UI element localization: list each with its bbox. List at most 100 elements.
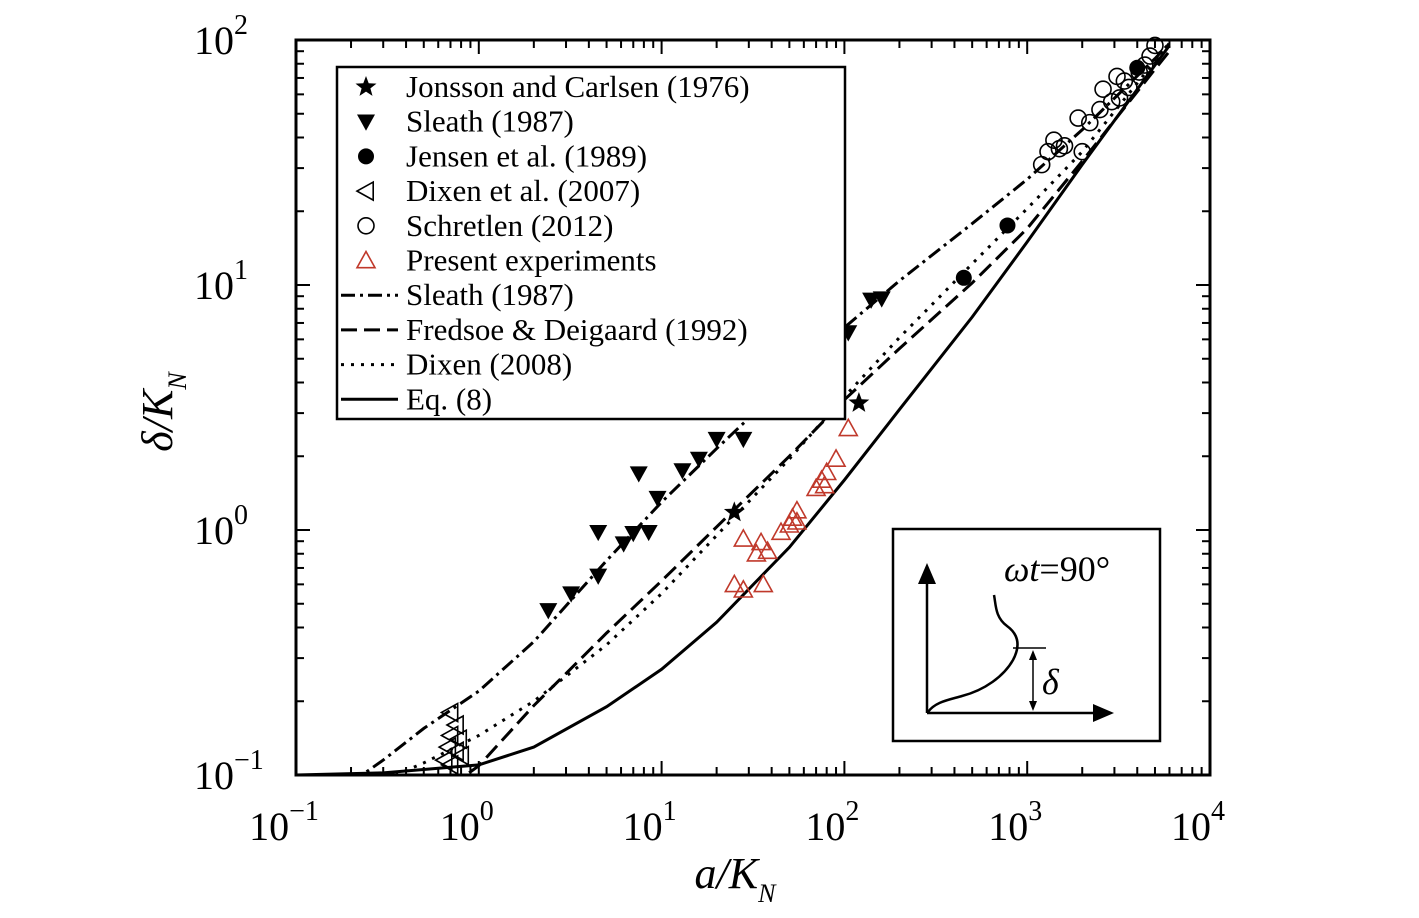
y-tick-label: 10−1 bbox=[194, 745, 264, 798]
data-point bbox=[872, 291, 891, 308]
y-axis-title: δ/KN bbox=[133, 371, 192, 452]
data-point bbox=[837, 417, 859, 437]
data-point bbox=[1080, 113, 1099, 132]
legend-label: Sleath (1987) bbox=[406, 104, 574, 139]
legend: Jonsson and Carlsen (1976)Sleath (1987)J… bbox=[335, 65, 847, 421]
data-point bbox=[825, 448, 847, 467]
inset-omega-t-label: ωt=90° bbox=[1004, 549, 1110, 589]
data-point bbox=[723, 573, 745, 593]
legend-label: Eq. (8) bbox=[406, 381, 492, 416]
data-markers bbox=[433, 36, 1164, 776]
data-point bbox=[816, 461, 838, 481]
data-point bbox=[648, 490, 667, 508]
data-point bbox=[1039, 142, 1057, 161]
data-point bbox=[539, 603, 558, 620]
inset-up-arrow-icon bbox=[918, 563, 936, 584]
data-point bbox=[1073, 142, 1092, 161]
x-tick-label: 104 bbox=[1171, 796, 1225, 849]
legend-label: Sleath (1987) bbox=[406, 277, 574, 312]
legend-entry: Jensen et al. (1989) bbox=[358, 138, 647, 173]
x-tick-label: 100 bbox=[440, 796, 494, 849]
series-points-5 bbox=[723, 417, 859, 598]
data-point bbox=[445, 740, 464, 762]
data-point bbox=[1141, 47, 1159, 65]
legend-marker-swatch bbox=[355, 180, 375, 202]
inset-delta-arrow-down-icon bbox=[1029, 701, 1037, 711]
inset-delta-arrow-up-icon bbox=[1029, 650, 1037, 660]
data-point bbox=[673, 463, 692, 480]
legend-entry: Schretlen (2012) bbox=[357, 208, 613, 243]
x-axis-title: a/KN bbox=[695, 849, 778, 908]
data-point bbox=[848, 392, 870, 412]
data-point bbox=[450, 745, 470, 766]
data-point bbox=[732, 528, 754, 547]
legend-entry: Eq. (8) bbox=[341, 381, 492, 416]
legend-label: Jonsson and Carlsen (1976) bbox=[406, 69, 750, 104]
data-point bbox=[448, 728, 468, 750]
data-point bbox=[689, 451, 708, 468]
data-point bbox=[1055, 136, 1074, 155]
legend-entry: Jonsson and Carlsen (1976) bbox=[355, 69, 750, 104]
data-point bbox=[445, 714, 464, 736]
series-points-3 bbox=[433, 702, 470, 776]
legend-marker-swatch bbox=[358, 148, 374, 165]
data-point bbox=[734, 431, 753, 449]
x-axis-title-sub: N bbox=[757, 879, 777, 908]
inset-delta-label: δ bbox=[1042, 662, 1060, 702]
legend-entry: Dixen et al. (2007) bbox=[355, 173, 640, 208]
legend-box bbox=[335, 65, 847, 421]
y-axis-title-sub: N bbox=[163, 371, 192, 391]
data-point bbox=[1102, 92, 1121, 111]
inset-velocity-profile bbox=[926, 594, 1019, 713]
x-tick-label: 103 bbox=[988, 796, 1042, 849]
data-point bbox=[614, 536, 633, 553]
legend-marker-swatch bbox=[357, 114, 375, 131]
data-point bbox=[629, 466, 648, 483]
y-tick-labels: 10−1 100 101 102 bbox=[194, 10, 264, 798]
series-points-1 bbox=[539, 291, 891, 620]
data-point bbox=[723, 501, 745, 522]
data-point bbox=[814, 474, 836, 494]
x-tick-labels: 10−1 100 101 102 103 104 bbox=[249, 796, 1225, 849]
data-point bbox=[433, 749, 453, 771]
legend-marker-swatch bbox=[355, 76, 377, 96]
y-tick-label: 101 bbox=[194, 255, 248, 308]
series-points-4 bbox=[1032, 36, 1164, 174]
y-tick-label: 102 bbox=[194, 10, 248, 63]
data-point bbox=[439, 702, 459, 723]
data-point bbox=[1146, 36, 1164, 55]
series-line-9 bbox=[296, 44, 1171, 775]
x-tick-label: 101 bbox=[623, 796, 677, 849]
legend-entry: Dixen (2008) bbox=[341, 347, 572, 382]
data-point bbox=[1136, 56, 1154, 74]
legend-label: Dixen (2008) bbox=[406, 347, 572, 382]
data-point bbox=[862, 292, 881, 309]
data-point bbox=[1091, 100, 1109, 119]
data-point bbox=[757, 540, 778, 560]
axis-ticks bbox=[295, 39, 1211, 776]
data-point bbox=[752, 573, 774, 593]
series-points-0 bbox=[723, 392, 870, 522]
data-point bbox=[999, 217, 1016, 234]
data-point bbox=[732, 579, 754, 598]
x-tick-label: 102 bbox=[805, 796, 859, 849]
legend-label: Schretlen (2012) bbox=[406, 208, 613, 243]
data-point bbox=[786, 499, 808, 519]
data-point bbox=[589, 524, 608, 542]
legend-entry: Fredsoe & Deigaard (1992) bbox=[341, 312, 748, 347]
x-tick-label: 10−1 bbox=[249, 796, 319, 849]
data-point bbox=[1120, 78, 1138, 97]
data-point bbox=[589, 568, 608, 585]
data-point bbox=[1110, 89, 1129, 107]
plot-area-frame bbox=[294, 38, 1212, 777]
legend-marker-swatch bbox=[355, 249, 377, 269]
legend-entry: Sleath (1987) bbox=[341, 277, 574, 312]
data-point bbox=[750, 531, 772, 551]
data-point bbox=[1045, 131, 1063, 149]
series-points-2 bbox=[955, 59, 1146, 286]
inset-diagram: ωt=90° δ bbox=[891, 527, 1162, 743]
legend-entry: Present experiments bbox=[355, 243, 657, 278]
inset-frame bbox=[891, 527, 1162, 743]
data-point bbox=[562, 586, 581, 603]
